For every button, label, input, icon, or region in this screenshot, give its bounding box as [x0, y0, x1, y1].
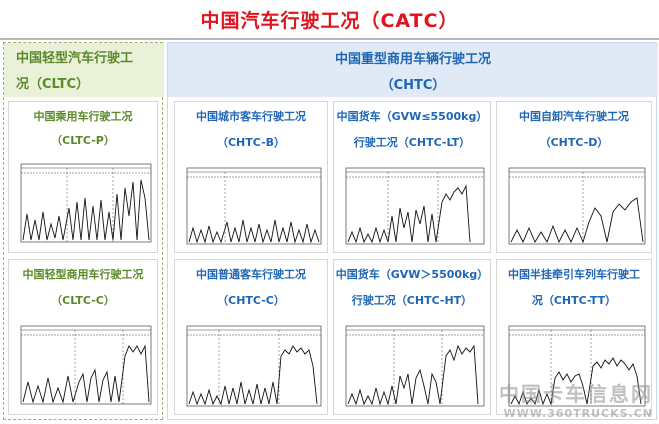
- chtc-panel: 中国重型商用车辆行驶工况 （CHTC） 中国城市客车行驶工况 （CHTC-B） …: [167, 42, 658, 420]
- cltc-p-speed-chart: [20, 163, 152, 243]
- title-bar: 中国汽车行驶工况（CATC）: [0, 0, 659, 38]
- chtc-d-cell: 中国自卸汽车行驶工况 （CHTC-D）: [496, 101, 652, 253]
- chtc-c-title-line1: 中国普通客车行驶工况: [196, 268, 306, 281]
- chtc-lt-speed-chart: [345, 167, 485, 245]
- chtc-tt-cell: 中国半挂牵引车列车行驶工 况（CHTC-TT）: [496, 259, 652, 415]
- title-divider: [0, 38, 659, 40]
- watermark: 中国卡车信息网 WWW.360TRUCKS.CN: [499, 378, 653, 420]
- cltc-header-line1: 中国轻型汽车行驶工: [16, 51, 134, 66]
- chtc-lt-title-line1: 中国货车（GVW≤5500kg）: [336, 110, 488, 123]
- chtc-d-title-line1: 中国自卸汽车行驶工况: [519, 110, 629, 123]
- chtc-ht-title-line2: 行驶工况（CHTC-HT）: [351, 294, 473, 307]
- chtc-c-cell: 中国普通客车行驶工况 （CHTC-C）: [174, 259, 328, 415]
- chtc-ht-cell: 中国货车（GVW＞5500kg） 行驶工况（CHTC-HT）: [333, 259, 491, 415]
- watermark-line1: 中国卡车信息网: [499, 382, 653, 406]
- cltc-header-line2: 况（CLTC）: [16, 77, 90, 92]
- chtc-d-title-line2: （CHTC-D）: [539, 136, 609, 149]
- cltc-p-title-line2: （CLTC-P）: [51, 134, 115, 147]
- cltc-c-title-line2: （CLTC-C）: [51, 294, 115, 307]
- cltc-c-speed-chart: [20, 325, 152, 405]
- chtc-tt-title-line1: 中国半挂牵引车列车行驶工: [508, 268, 640, 281]
- cltc-c-cell: 中国轻型商用车行驶工况 （CLTC-C）: [8, 259, 158, 415]
- chtc-ht-title-line1: 中国货车（GVW＞5500kg）: [335, 268, 489, 281]
- chtc-d-speed-chart: [508, 167, 646, 245]
- chtc-header-line1: 中国重型商用车辆行驶工况: [334, 52, 491, 67]
- cltc-header: 中国轻型汽车行驶工 况（CLTC）: [4, 43, 164, 97]
- watermark-line2: WWW.360TRUCKS.CN: [503, 407, 653, 420]
- cltc-panel: 中国轻型汽车行驶工 况（CLTC） 中国乘用车行驶工况 （CLTC-P） 中国轻…: [3, 42, 164, 420]
- chtc-tt-speed-chart: [508, 325, 646, 407]
- chtc-header: 中国重型商用车辆行驶工况 （CHTC）: [168, 43, 658, 97]
- chtc-c-speed-chart: [186, 325, 322, 407]
- chtc-tt-title-line2: 况（CHTC-TT）: [531, 294, 617, 307]
- cltc-p-cell: 中国乘用车行驶工况 （CLTC-P）: [8, 101, 158, 253]
- cltc-c-title-line1: 中国轻型商用车行驶工况: [22, 268, 144, 281]
- cltc-p-title-line1: 中国乘用车行驶工况: [33, 110, 133, 123]
- chtc-c-title-line2: （CHTC-C）: [217, 294, 285, 307]
- chtc-b-speed-chart: [186, 167, 322, 245]
- chtc-lt-cell: 中国货车（GVW≤5500kg） 行驶工况（CHTC-LT）: [333, 101, 491, 253]
- chtc-b-cell: 中国城市客车行驶工况 （CHTC-B）: [174, 101, 328, 253]
- chtc-header-line2: （CHTC）: [380, 78, 446, 93]
- chtc-b-title-line1: 中国城市客车行驶工况: [196, 110, 306, 123]
- chtc-ht-speed-chart: [345, 325, 485, 407]
- page-title: 中国汽车行驶工况（CATC）: [200, 9, 459, 32]
- chtc-b-title-line2: （CHTC-B）: [216, 136, 286, 149]
- chtc-lt-title-line2: 行驶工况（CHTC-LT）: [353, 136, 471, 149]
